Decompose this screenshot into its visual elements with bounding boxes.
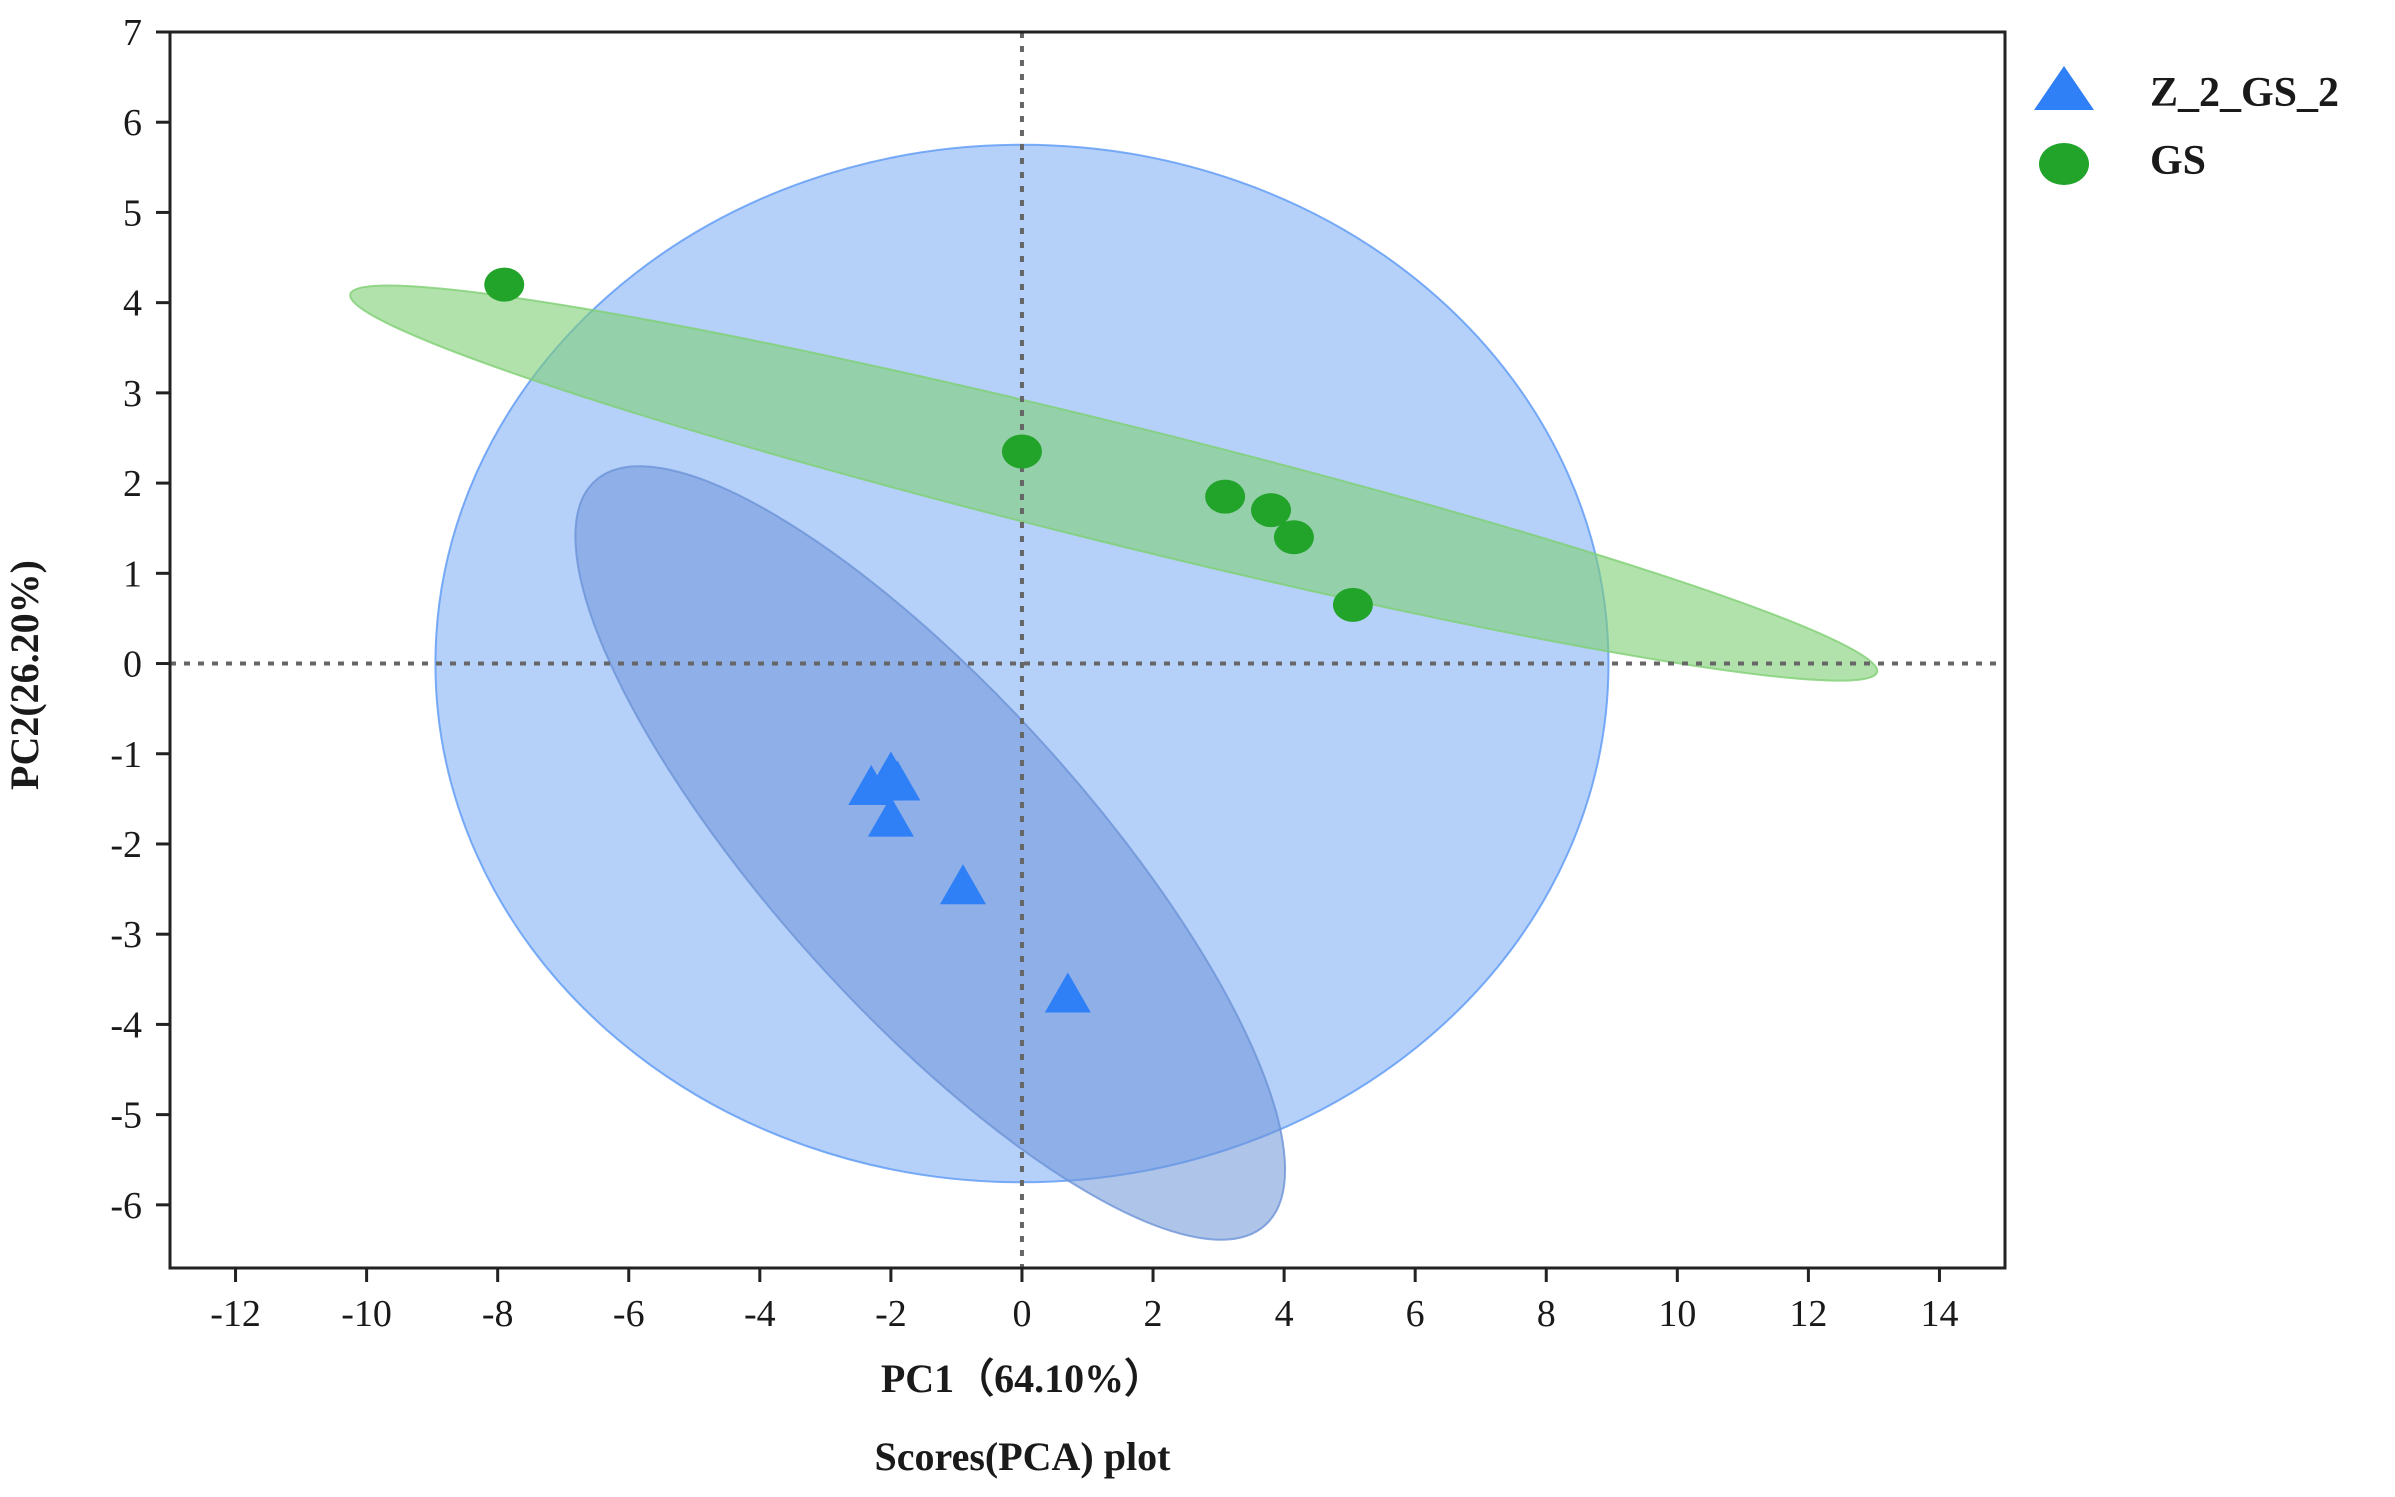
axis-ticks: -12 -10 -8 -6 -4 -2 0 2 4 6 8 10 12 14-6-5-4-3-2-1012… [110,12,1958,1335]
x-tick-label: 4 [1275,1293,1294,1335]
y-tick-label: 4 [123,283,142,325]
point-circle [1001,434,1042,469]
ellipse-z-2-gs-2 [574,465,1287,1241]
data-points [484,267,1373,1013]
point-circle [1332,587,1373,622]
chart-title: Scores(PCA) plot [875,1434,1172,1479]
y-tick-label: 6 [123,102,142,144]
point-triangle [874,760,921,801]
y-tick-label: 0 [123,644,142,686]
y-tick-label: -4 [110,1004,142,1046]
y-tick-label: 2 [123,463,142,505]
point-triangle [1044,972,1091,1013]
x-tick-label: 8 [1537,1293,1556,1335]
y-axis-title: PC2(26.20%) [2,560,47,790]
legend: Z_2_GS_2 GS [2034,66,2339,185]
legend-triangle-icon [2034,66,2094,110]
y-tick-label: 3 [123,373,142,415]
x-tick-label: -6 [613,1293,645,1335]
x-tick-label: 6 [1406,1293,1425,1335]
ellipse-gs [349,284,1879,682]
point-triangle [867,796,914,837]
x-tick-label: -2 [875,1293,907,1335]
point-circle [1273,520,1314,555]
reference-lines [170,32,2005,1268]
point-circle [484,267,525,302]
x-tick-label: 2 [1144,1293,1163,1335]
x-tick-label: -4 [744,1293,776,1335]
y-tick-label: -2 [110,824,142,866]
y-tick-label: -1 [110,734,142,776]
x-tick-label: -10 [341,1293,392,1335]
legend-label: GS [2150,138,2206,184]
point-triangle [939,864,986,905]
plot-frame [168,30,2007,1270]
x-tick-label: 12 [1789,1293,1827,1335]
confidence-ellipses [349,143,1879,1241]
point-circle [1251,493,1291,528]
x-tick-label: -8 [482,1293,514,1335]
point-circle [1205,479,1246,514]
y-tick-label: 7 [123,12,142,54]
x-axis-title: PC1（64.10%） [881,1356,1164,1401]
x-tick-label: 10 [1658,1293,1696,1335]
legend-label: Z_2_GS_2 [2150,70,2339,116]
y-tick-label: 1 [123,553,142,595]
y-tick-label: -6 [110,1185,142,1227]
y-tick-label: -3 [110,914,142,956]
x-tick-label: -12 [210,1293,261,1335]
y-tick-label: -5 [110,1095,142,1137]
legend-circle-icon [2039,143,2089,185]
x-tick-label: 14 [1920,1293,1958,1335]
x-tick-label: 0 [1012,1293,1031,1335]
y-tick-label: 5 [123,192,142,234]
